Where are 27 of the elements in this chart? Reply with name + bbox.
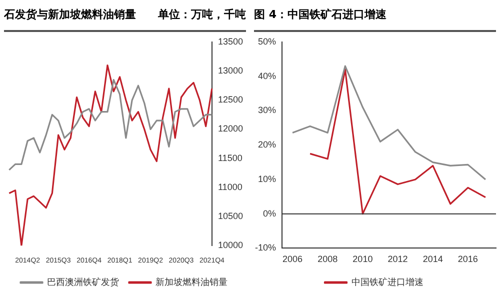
y-tick-label: 40% — [258, 70, 276, 81]
y2-tick-label: 13000 — [218, 66, 244, 76]
y-tick-label: 30% — [258, 105, 276, 116]
x-tick-label: 2006 — [282, 254, 303, 264]
chart-subtitle: 单位：万吨，千吨 — [158, 7, 246, 23]
legend-label: 新加坡燃料油销量 — [156, 276, 228, 287]
y2-tick-label: 11000 — [218, 182, 242, 192]
legend-label: 中国铁矿进口增速 — [351, 276, 424, 287]
chart-title: 石发货与新加坡燃料油销量 — [4, 7, 136, 23]
legend-label: 巴西澳洲铁矿发货 — [47, 276, 119, 287]
y-tick-label: 50% — [258, 36, 276, 46]
y2-tick-label: 10000 — [218, 240, 244, 250]
y-tick-label: -10% — [254, 242, 276, 253]
chart-title: 图 4：中国铁矿石进口增速 — [254, 7, 386, 23]
y2-tick-label: 12500 — [218, 94, 244, 105]
x-tick-label: 2014 — [422, 254, 443, 264]
y2-tick-label: 11500 — [218, 152, 242, 163]
y-tick-label: 0% — [262, 208, 276, 218]
x-tick-label: 2010 — [352, 254, 373, 264]
y-tick-label: 10% — [258, 174, 276, 184]
y2-tick-label: 12000 — [218, 124, 244, 134]
x-tick-label: 2008 — [318, 254, 338, 264]
y2-tick-label: 13500 — [218, 36, 244, 46]
x-tick-label: 2016 — [458, 254, 478, 264]
y-tick-label: 20% — [258, 140, 276, 150]
x-tick-label: 2012 — [388, 254, 408, 264]
y2-tick-label: 10500 — [218, 211, 244, 221]
